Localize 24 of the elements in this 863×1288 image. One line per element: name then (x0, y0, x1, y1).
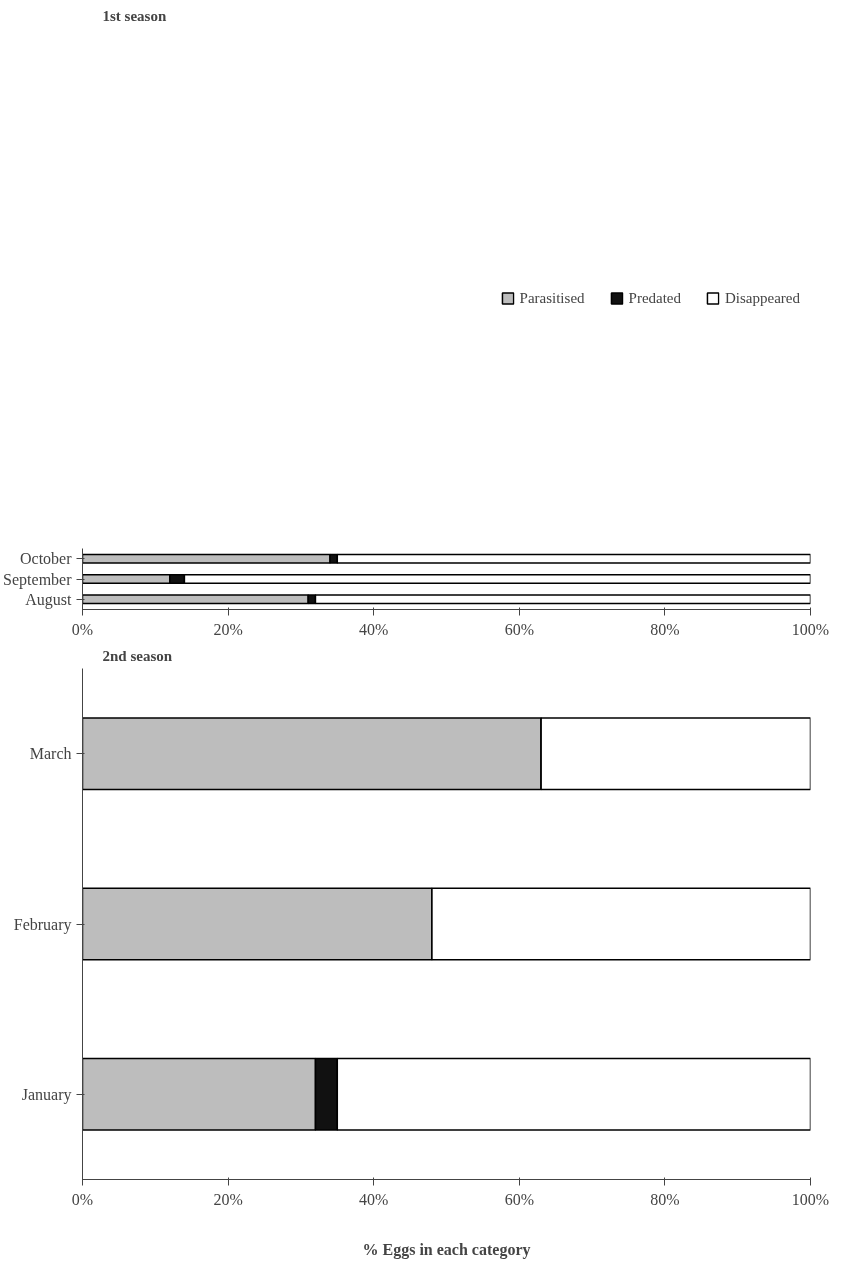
chart-title: 1st season (102, 7, 167, 24)
x-axis-title: % Eggs in each category (362, 1240, 531, 1259)
x-tick-label: 20% (213, 620, 243, 638)
y-tick-label: March (29, 745, 72, 763)
y-tick-label: September (3, 570, 73, 589)
y-tick-label: October (19, 550, 73, 568)
y-tick-label: January (21, 1085, 72, 1104)
x-tick-label: 80% (650, 620, 680, 638)
chart-title: 2nd season (102, 647, 173, 664)
y-tick-label: February (13, 915, 72, 934)
x-tick-label: 20% (213, 1190, 243, 1208)
legend-label: Disappeared (725, 289, 800, 307)
x-tick-label: 100% (791, 1190, 830, 1208)
x-tick-label: 80% (650, 1190, 680, 1208)
x-tick-label: 0% (71, 1190, 94, 1208)
x-tick-label: 0% (71, 620, 94, 638)
y-tick-label: August (25, 590, 73, 609)
legend-label: Predated (628, 289, 682, 307)
x-tick-label: 40% (359, 620, 389, 638)
legend-label: Parasitised (519, 289, 585, 307)
x-tick-label: 60% (504, 1190, 534, 1208)
x-tick-label: 40% (359, 1190, 389, 1208)
x-tick-label: 100% (791, 620, 830, 638)
x-tick-label: 60% (504, 620, 534, 638)
